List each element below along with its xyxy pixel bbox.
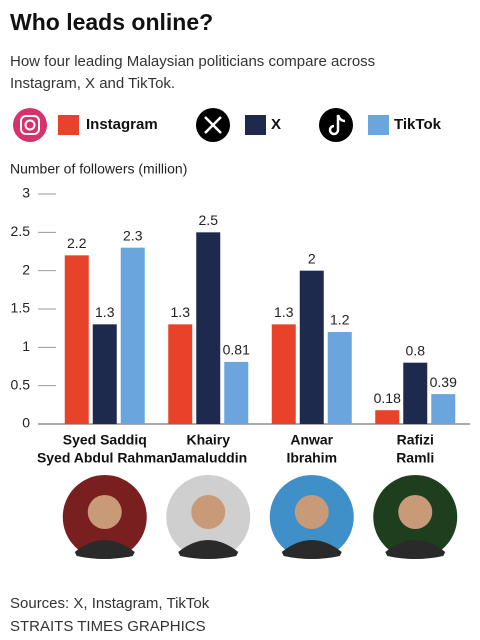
x-tick-label: Anwar: [290, 432, 333, 448]
legend-label: X: [271, 116, 281, 133]
y-tick-label: 3: [22, 185, 30, 201]
x-tick-label: Ibrahim: [286, 450, 337, 466]
portrait-body: [74, 540, 135, 559]
portrait: [166, 475, 251, 559]
legend-swatch: [245, 115, 266, 135]
x-icon: [196, 108, 230, 142]
value-label: 0.8: [406, 342, 426, 358]
y-tick-label: 0.5: [11, 376, 31, 392]
bar: [431, 394, 456, 424]
subtitle: Instagram, X and TikTok.: [10, 75, 175, 92]
portrait-body: [385, 540, 446, 559]
bar: [168, 324, 193, 424]
portrait-face: [294, 495, 329, 529]
value-label: 2.3: [123, 227, 143, 243]
value-label: 1.3: [274, 304, 294, 320]
legend-label: TikTok: [394, 116, 442, 133]
y-tick-label: 2: [22, 261, 30, 277]
bar: [375, 410, 400, 424]
instagram-icon: [13, 108, 47, 142]
value-label: 0.18: [374, 390, 401, 406]
bar: [92, 324, 117, 424]
x-tick-label: Ramli: [396, 450, 434, 466]
subtitle: How four leading Malaysian politicians c…: [10, 53, 375, 70]
bar: [196, 232, 221, 424]
bar: [224, 361, 249, 424]
x-tick-label: Khairy: [186, 432, 230, 448]
bar: [299, 270, 324, 424]
portrait: [373, 475, 458, 559]
bar: [403, 362, 428, 424]
portrait-body: [178, 540, 239, 559]
portrait: [269, 475, 354, 559]
legend-label: Instagram: [86, 116, 158, 133]
bar: [120, 247, 145, 424]
tiktok-icon: [319, 108, 353, 142]
x-tick-label: Rafizi: [397, 432, 434, 448]
x-tick-label: Jamaluddin: [169, 450, 247, 466]
value-label: 1.3: [171, 304, 191, 320]
portrait-body: [281, 540, 342, 559]
value-label: 2.5: [199, 212, 219, 228]
sources: Sources: X, Instagram, TikTok: [10, 595, 210, 612]
y-tick-label: 0: [22, 415, 30, 431]
x-tick-label: Syed Saddiq: [63, 432, 147, 448]
y-axis-label: Number of followers (million): [10, 161, 187, 177]
portrait: [62, 475, 147, 559]
y-tick-label: 1: [22, 338, 30, 354]
value-label: 0.39: [430, 374, 457, 390]
credit: STRAITS TIMES GRAPHICS: [10, 618, 206, 635]
y-tick-label: 1.5: [11, 300, 31, 316]
x-tick-label: Syed Abdul Rahman: [37, 450, 173, 466]
value-label: 2.2: [67, 235, 87, 251]
portrait-face: [87, 495, 122, 529]
portrait-face: [191, 495, 226, 529]
bar: [271, 324, 296, 424]
y-tick-label: 2.5: [11, 223, 31, 239]
chart-title: Who leads online?: [10, 9, 213, 35]
legend-swatch: [58, 115, 79, 135]
bar: [327, 332, 352, 424]
portrait-face: [398, 495, 433, 529]
bar: [64, 255, 89, 424]
value-label: 0.81: [223, 342, 250, 358]
value-label: 1.3: [95, 304, 115, 320]
value-label: 1.2: [330, 312, 350, 328]
value-label: 2: [308, 250, 316, 266]
legend-swatch: [368, 115, 389, 135]
